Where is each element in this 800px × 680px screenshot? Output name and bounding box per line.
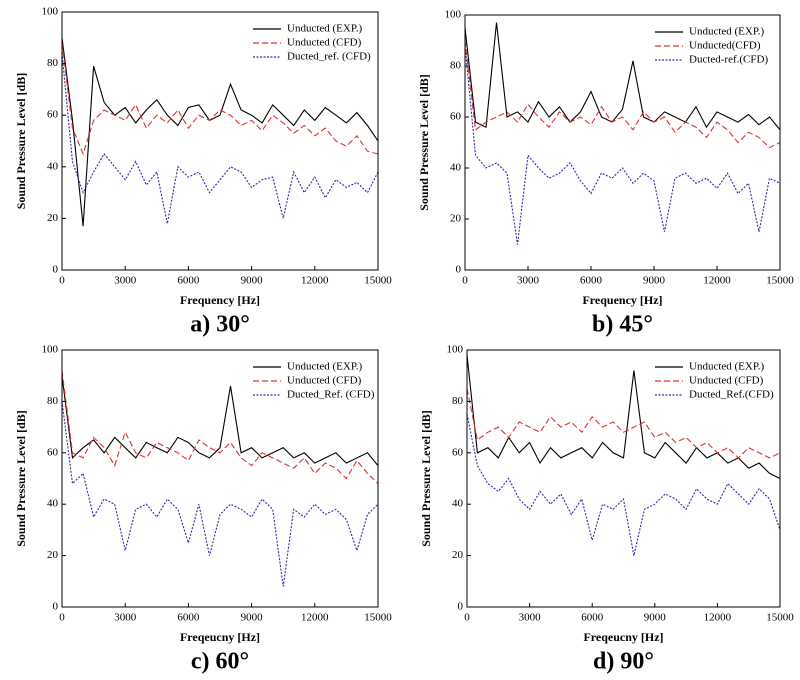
x-tick-label: 3000 bbox=[519, 612, 542, 624]
y-tick-label: 0 bbox=[456, 264, 462, 276]
series-line bbox=[465, 45, 780, 245]
x-tick-label: 9000 bbox=[644, 612, 667, 624]
series-line bbox=[62, 42, 378, 156]
chart-title: d) 90° bbox=[593, 649, 654, 675]
x-tick-label: 6000 bbox=[177, 275, 200, 287]
series-line bbox=[467, 414, 780, 556]
y-tick-label: 40 bbox=[450, 162, 462, 174]
legend-label: Unducted (EXP.) bbox=[689, 26, 764, 38]
x-tick-label: 9000 bbox=[241, 275, 264, 287]
x-tick-label: 6000 bbox=[580, 275, 603, 287]
chart-panel: 0 20 40 60 80 100 0 3000 6000 9000 12000 15000 Freqe… bbox=[14, 344, 393, 675]
y-tick-label: 40 bbox=[47, 160, 59, 172]
legend-label: Unducted (CFD) bbox=[287, 37, 362, 49]
x-tick-label: 15000 bbox=[766, 275, 794, 287]
series-line bbox=[62, 401, 378, 587]
legend-label: Unducted (EXP.) bbox=[287, 23, 362, 35]
y-tick-label: 0 bbox=[53, 601, 59, 613]
y-tick-label: 40 bbox=[47, 498, 59, 510]
x-axis-title: Frequency [Hz] bbox=[582, 293, 662, 307]
chart-panel: 0 20 40 60 80 100 0 3000 6000 9000 12000 15000 Frequ… bbox=[14, 6, 393, 338]
x-axis-title: Frequency [Hz] bbox=[180, 293, 260, 307]
x-tick-label: 9000 bbox=[241, 612, 264, 624]
y-tick-label: 60 bbox=[452, 446, 464, 458]
legend-label: Unducted(CFD) bbox=[689, 40, 761, 52]
x-tick-label: 0 bbox=[59, 275, 65, 287]
y-tick-label: 60 bbox=[450, 111, 462, 123]
x-tick-label: 15000 bbox=[364, 275, 392, 287]
y-tick-label: 100 bbox=[42, 344, 59, 356]
x-axis-title: Freqeucny [Hz] bbox=[180, 630, 260, 644]
plot-frame bbox=[464, 14, 781, 271]
y-tick-label: 60 bbox=[47, 109, 59, 121]
y-tick-label: 20 bbox=[450, 213, 462, 225]
legend-label: Unducted (CFD) bbox=[689, 375, 764, 387]
x-tick-label: 6000 bbox=[581, 612, 604, 624]
series-line bbox=[62, 53, 378, 224]
series-line bbox=[62, 375, 378, 466]
x-tick-label: 12000 bbox=[704, 612, 732, 624]
x-axis-title: Freqeucny [Hz] bbox=[583, 630, 663, 644]
y-tick-label: 0 bbox=[53, 264, 59, 276]
y-tick-label: 80 bbox=[450, 60, 462, 72]
legend-label: Ducted_ref. (CFD) bbox=[287, 51, 371, 63]
legend-label: Unducted (EXP.) bbox=[689, 361, 764, 373]
x-tick-label: 3000 bbox=[517, 275, 540, 287]
y-tick-label: 100 bbox=[445, 9, 462, 21]
chart-title: a) 30° bbox=[190, 312, 250, 338]
legend-label: Unducted (EXP.) bbox=[287, 361, 362, 373]
legend-label: Unducted (CFD) bbox=[287, 375, 362, 387]
x-tick-label: 0 bbox=[464, 612, 470, 624]
y-tick-label: 20 bbox=[47, 212, 59, 224]
x-tick-label: 9000 bbox=[643, 275, 666, 287]
chart-title: c) 60° bbox=[191, 649, 249, 675]
y-tick-label: 80 bbox=[47, 57, 59, 69]
x-tick-label: 0 bbox=[462, 275, 468, 287]
plot-frame bbox=[466, 349, 781, 608]
series-line bbox=[467, 355, 780, 479]
legend-label: Ducted_Ref. (CFD) bbox=[287, 389, 375, 401]
x-tick-label: 3000 bbox=[114, 275, 137, 287]
y-axis-title: Sound Pressure Level [dB] bbox=[14, 410, 28, 547]
y-tick-label: 100 bbox=[447, 344, 464, 356]
x-tick-label: 12000 bbox=[301, 275, 329, 287]
chart-panel: 0 20 40 60 80 100 0 3000 6000 9000 12000 15000 Frequ… bbox=[417, 9, 795, 338]
x-tick-label: 12000 bbox=[301, 612, 329, 624]
y-tick-label: 40 bbox=[452, 498, 464, 510]
x-tick-label: 0 bbox=[59, 612, 65, 624]
chart-title: b) 45° bbox=[592, 312, 653, 338]
x-tick-label: 6000 bbox=[177, 612, 200, 624]
y-axis-title: Sound Pressure Level [dB] bbox=[417, 74, 431, 211]
legend-label: Ducted-ref.(CFD) bbox=[689, 54, 768, 66]
x-tick-label: 12000 bbox=[703, 275, 731, 287]
plot-frame bbox=[61, 11, 379, 271]
y-axis-title: Sound Pressure Level [dB] bbox=[14, 73, 28, 210]
y-tick-label: 20 bbox=[47, 549, 59, 561]
y-tick-label: 0 bbox=[458, 601, 464, 613]
series-line bbox=[467, 388, 780, 459]
y-axis-title: Sound Pressure Level [dB] bbox=[419, 410, 433, 547]
series-line bbox=[62, 370, 378, 484]
x-tick-label: 3000 bbox=[114, 612, 137, 624]
series-line bbox=[62, 37, 378, 227]
y-tick-label: 100 bbox=[42, 6, 59, 18]
y-tick-label: 80 bbox=[47, 395, 59, 407]
plot-frame bbox=[61, 349, 379, 608]
y-tick-label: 20 bbox=[452, 549, 464, 561]
legend-label: Ducted_Ref.(CFD) bbox=[689, 389, 774, 401]
series-line bbox=[465, 22, 780, 131]
series-line bbox=[465, 40, 780, 149]
x-tick-label: 15000 bbox=[766, 612, 794, 624]
y-tick-label: 80 bbox=[452, 395, 464, 407]
chart-panel: 0 20 40 60 80 100 0 3000 6000 9000 12000 15000 Freqe… bbox=[419, 344, 795, 675]
x-tick-label: 15000 bbox=[364, 612, 392, 624]
y-tick-label: 60 bbox=[47, 446, 59, 458]
